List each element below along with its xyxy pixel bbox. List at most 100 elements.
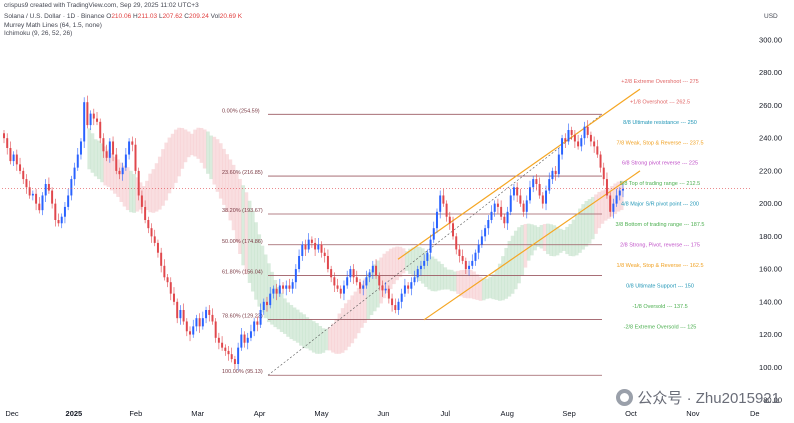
ichimoku-cloud-segment: [308, 319, 313, 351]
indicator-ichimoku[interactable]: Ichimoku (9, 26, 52, 26): [4, 30, 73, 37]
candle-body: [570, 130, 573, 135]
candle-body: [176, 301, 179, 319]
symbol-title: Solana / U.S. Dollar · 1D · Binance: [4, 13, 105, 20]
wechat-logo-icon: [616, 389, 634, 406]
candle-body: [452, 223, 455, 237]
murrey-level-label: +1/8 Overshoot --- 262.5: [630, 99, 690, 105]
ichimoku-cloud-segment: [587, 199, 592, 244]
ichimoku-cloud-segment: [119, 162, 124, 202]
y-tick-label: 140.00: [759, 297, 782, 306]
watermark: 公众号 · Zhu2015921: [616, 387, 780, 408]
ichimoku-cloud-segment: [212, 136, 217, 185]
ichimoku-cloud-segment: [408, 248, 412, 274]
y-tick-label: 100.00: [759, 363, 782, 372]
price-axis[interactable]: 300.00 280.00 260.00 240.00 220.00 200.00 180.…: [759, 36, 782, 405]
ichimoku-cloud-segment: [539, 225, 544, 249]
fib-trend-line: [267, 114, 603, 376]
candle-body: [31, 193, 34, 196]
ichimoku-cloud-segment: [311, 321, 316, 353]
candle-body: [275, 288, 278, 294]
murrey-level-label: 7/8 Weak, Stop & Reverse --- 237.5: [616, 140, 703, 146]
ichimoku-cloud-segment: [475, 274, 480, 300]
y-tick-label: 300.00: [759, 36, 782, 45]
candle-body: [349, 269, 352, 278]
candle-body: [298, 256, 301, 270]
ichimoku-cloud-segment: [305, 317, 310, 349]
murrey-level-label: -1/8 Oversold --- 137.5: [632, 304, 687, 310]
ichimoku-cloud-segment: [395, 246, 399, 281]
candle-body: [79, 141, 82, 155]
ichimoku-cloud-segment: [497, 263, 502, 301]
candle-body: [397, 301, 400, 310]
candlestick-series: [3, 95, 624, 371]
x-tick-label: Aug: [501, 409, 514, 418]
ichimoku-cloud-segment: [238, 178, 242, 254]
ichimoku-cloud-segment: [148, 173, 153, 213]
ichimoku-cloud-segment: [485, 278, 489, 299]
ichimoku-cloud-segment: [183, 129, 188, 163]
candle-body: [25, 179, 28, 188]
ichimoku-cloud-segment: [260, 245, 265, 313]
candle-body: [381, 285, 384, 291]
ichimoku-cloud-segment: [520, 225, 525, 276]
ichimoku-cloud-segment: [209, 135, 213, 180]
candle-body: [468, 265, 471, 270]
ichimoku-cloud-segment: [385, 251, 390, 294]
candle-body: [198, 318, 201, 327]
candle-body: [227, 350, 230, 355]
ichimoku-cloud-segment: [93, 139, 98, 177]
candle-body: [47, 184, 50, 191]
candle-body: [564, 138, 567, 142]
candle-body: [89, 113, 92, 126]
ichimoku-cloud-segment: [424, 251, 428, 287]
time-axis[interactable]: Dec 2025 Feb Mar Apr May Jun Jul Aug Sep Oct Nov De: [5, 409, 759, 418]
fib-level-label: 61.80% (156.04): [222, 270, 263, 276]
volume-value: 20.69 K: [219, 13, 243, 20]
murrey-level-label: 8/8 Ultimate resistance --- 250: [623, 120, 697, 126]
close-label: C: [184, 13, 189, 20]
x-tick-label: Dec: [5, 409, 19, 418]
candle-body: [221, 342, 224, 348]
ichimoku-cloud-segment: [266, 263, 271, 323]
ichimoku-cloud-segment: [154, 163, 159, 212]
ichimoku-cloud-segment: [97, 140, 101, 180]
candle-body: [182, 310, 185, 322]
x-tick-label: Nov: [686, 409, 700, 418]
ichimoku-cloud-segment: [513, 230, 518, 290]
y-tick-label: 160.00: [759, 265, 782, 274]
chart-creator-note: crispus9 created with TradingView.com, S…: [4, 2, 199, 9]
ichimoku-cloud-segment: [584, 200, 589, 247]
ichimoku-cloud-segment: [398, 246, 403, 278]
ichimoku-cloud-segment: [299, 312, 303, 346]
candle-body: [384, 288, 387, 291]
indicator-murrey-math[interactable]: Murrey Math Lines (64, 1.5, none): [4, 22, 102, 29]
candle-body: [439, 195, 442, 212]
candle-body: [214, 321, 217, 338]
murrey-level-label: 3/8 Bottom of trading range --- 187.5: [616, 222, 705, 228]
candle-body: [124, 154, 127, 168]
candle-body: [448, 216, 451, 224]
candle-body: [179, 310, 182, 319]
murrey-level-label: -2/8 Extreme Oversold --- 125: [624, 324, 697, 330]
candle-body: [323, 252, 326, 256]
ichimoku-cloud-segment: [161, 149, 165, 206]
ichimoku-cloud-segment: [536, 226, 541, 247]
ichimoku-cloud-segment: [366, 273, 371, 320]
candle-body: [503, 216, 506, 224]
ichimoku-cloud-segment: [257, 234, 262, 307]
ichimoku-cloud-segment: [388, 248, 393, 290]
candle-body: [208, 310, 211, 315]
candle-body: [445, 203, 448, 217]
ichimoku-cloud-segment: [565, 226, 569, 255]
y-tick-label: 260.00: [759, 101, 782, 110]
fib-level-label: 100.00% (95.13): [222, 369, 263, 375]
candle-body: [342, 285, 345, 294]
ichimoku-cloud-segment: [90, 133, 95, 173]
ichimoku-cloud-segment: [228, 159, 233, 221]
candle-body: [99, 121, 102, 139]
candle-body: [391, 298, 394, 306]
candle-body: [172, 293, 175, 302]
candle-body: [246, 337, 249, 343]
candle-body: [368, 272, 371, 278]
